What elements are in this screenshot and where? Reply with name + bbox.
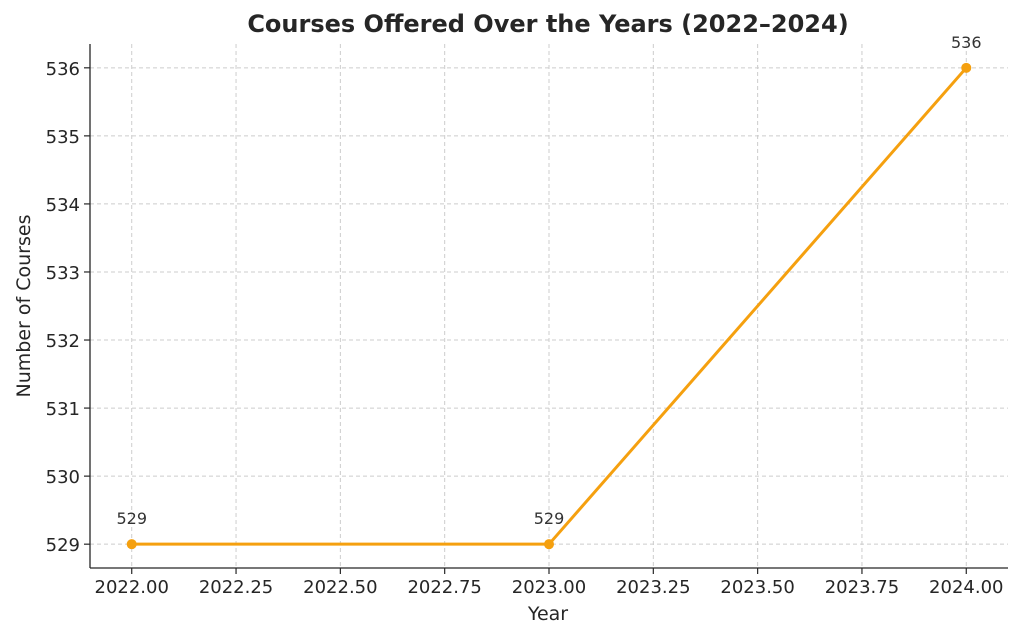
data-point <box>961 62 972 73</box>
x-axis-label: Year <box>527 603 568 625</box>
data-labels: 529 529 536 <box>116 33 981 528</box>
data-label: 536 <box>951 33 982 52</box>
tick-labels: 2022.00 2022.25 2022.50 2022.75 2023.00 2023.… <box>46 59 1004 598</box>
y-tick-label: 532 <box>46 331 80 352</box>
x-tick-label: 2023.50 <box>720 577 794 598</box>
x-tick-label: 2023.75 <box>825 577 899 598</box>
data-label: 529 <box>534 509 565 528</box>
axes <box>84 44 1008 574</box>
y-axis-label: Number of Courses <box>13 215 35 398</box>
y-tick-label: 536 <box>46 59 80 80</box>
data-label: 529 <box>116 509 147 528</box>
x-tick-label: 2023.00 <box>512 577 586 598</box>
data-point <box>126 539 137 550</box>
grid <box>90 44 1008 568</box>
series-layer <box>126 62 972 550</box>
chart-title: Courses Offered Over the Years (2022–202… <box>247 10 848 38</box>
x-tick-label: 2022.25 <box>199 577 273 598</box>
y-tick-label: 531 <box>46 399 80 420</box>
x-tick-label: 2022.00 <box>95 577 169 598</box>
y-tick-label: 535 <box>46 127 80 148</box>
x-tick-label: 2022.75 <box>407 577 481 598</box>
y-tick-label: 530 <box>46 467 80 488</box>
y-tick-label: 533 <box>46 263 80 284</box>
data-point <box>544 539 554 550</box>
y-tick-label: 529 <box>46 535 80 556</box>
x-tick-label: 2024.00 <box>929 577 1003 598</box>
y-tick-label: 534 <box>46 195 80 216</box>
x-tick-label: 2023.25 <box>616 577 690 598</box>
x-tick-label: 2022.50 <box>303 577 377 598</box>
